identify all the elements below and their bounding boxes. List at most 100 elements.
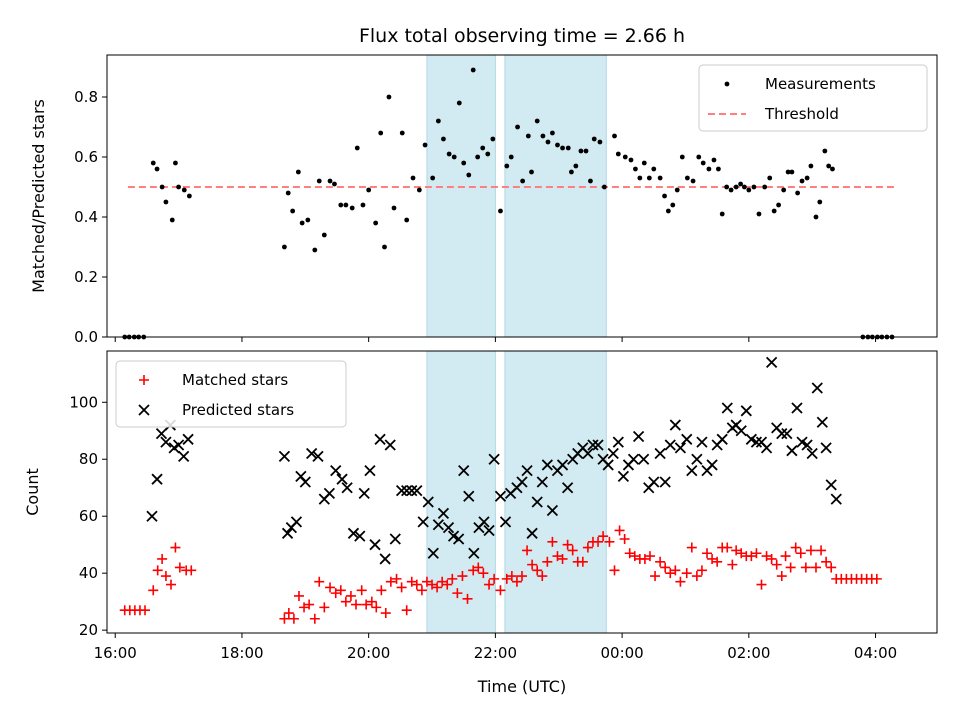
- matched-point: [462, 593, 473, 604]
- measurement-point: [154, 166, 160, 172]
- measurement-point: [173, 160, 178, 166]
- matched-point: [821, 556, 832, 567]
- measurement-point: [738, 181, 743, 187]
- predicted-point: [716, 433, 728, 445]
- predicted-point: [347, 527, 360, 539]
- y-axis-label: Count: [23, 468, 42, 516]
- matched-point: [174, 562, 185, 573]
- matched-point: [396, 582, 407, 593]
- matched-point: [722, 542, 733, 553]
- matched-point: [557, 553, 568, 564]
- measurement-point: [186, 193, 192, 199]
- predicted-point: [358, 487, 370, 500]
- matched-point: [604, 536, 615, 547]
- measurement-point: [684, 175, 690, 181]
- predicted-point: [587, 439, 599, 451]
- matched-point: [871, 573, 882, 584]
- measurement-point: [741, 184, 747, 190]
- shaded-intervals: [426, 54, 607, 338]
- measurement-point: [430, 175, 436, 181]
- matched-point: [655, 556, 666, 567]
- predicted-point: [654, 447, 666, 460]
- matched-point: [707, 553, 718, 564]
- measurement-point: [349, 205, 355, 211]
- measurement-point: [529, 169, 534, 175]
- count-panel: 16:00 18:00 20:00 22:00 00:00 02:00 04:00 20 40…: [23, 350, 938, 662]
- measurement-point: [332, 181, 337, 187]
- predicted-point: [364, 464, 376, 477]
- predicted-point: [155, 427, 168, 440]
- matched-point: [609, 565, 620, 576]
- predicted-point: [735, 425, 747, 437]
- measurement-point: [767, 175, 773, 181]
- measurement-point: [446, 151, 452, 157]
- predicted-point: [395, 484, 408, 497]
- matched-point: [522, 545, 533, 556]
- matched-point: [170, 542, 181, 553]
- matched-point: [501, 573, 512, 584]
- measurement-point: [504, 163, 510, 169]
- predicted-point: [526, 527, 538, 539]
- measurement-point: [435, 118, 441, 124]
- matched-point: [314, 576, 325, 587]
- matched-point: [165, 579, 176, 590]
- predicted-point: [341, 482, 353, 494]
- measurement-point: [150, 160, 156, 166]
- y-ticks: 20 40 60 80 100: [69, 393, 107, 639]
- predicted-point: [442, 521, 455, 534]
- matched-point: [552, 551, 563, 562]
- measurement-point: [601, 184, 607, 190]
- predicted-point: [811, 382, 823, 394]
- matched-point: [629, 551, 640, 562]
- matched-point: [335, 585, 346, 596]
- predicted-point: [521, 464, 533, 477]
- predicted-point: [536, 476, 548, 488]
- matched-point: [562, 539, 573, 550]
- matched-point: [351, 599, 361, 610]
- matched-point: [140, 605, 151, 616]
- predicted-point: [632, 430, 645, 443]
- measurement-point: [399, 130, 405, 136]
- measurement-point: [808, 163, 814, 169]
- predicted-point: [627, 453, 640, 465]
- measurement-point: [480, 145, 486, 151]
- predicted-point: [172, 439, 185, 451]
- measurement-point: [382, 244, 387, 250]
- measurement-point: [751, 184, 757, 190]
- matched-point: [766, 553, 777, 564]
- matched-point: [484, 579, 495, 590]
- measurement-point: [485, 151, 491, 157]
- measurement-point: [490, 136, 496, 142]
- measurement-point: [597, 139, 603, 145]
- matched-point: [468, 565, 479, 576]
- data-points: [119, 356, 882, 624]
- predicted-point: [674, 442, 687, 454]
- legend-marker-x: [138, 404, 150, 416]
- matched-point: [696, 565, 707, 576]
- predicted-point: [760, 442, 773, 454]
- shaded-intervals: [426, 350, 607, 634]
- measurement-point: [378, 130, 384, 136]
- predicted-point: [299, 476, 311, 488]
- matched-point: [416, 585, 427, 596]
- predicted-point: [791, 402, 803, 414]
- predicted-point: [389, 533, 401, 545]
- measurement-point: [410, 175, 416, 181]
- measurement-point: [422, 142, 428, 148]
- measurement-point: [573, 163, 579, 169]
- measurement-point: [466, 172, 472, 178]
- measurement-point: [404, 217, 410, 223]
- matched-point: [293, 590, 304, 601]
- x-ticks: [114, 337, 877, 342]
- matched-point: [361, 599, 372, 610]
- measurement-point: [475, 154, 481, 160]
- measurement-point: [646, 175, 652, 181]
- measurement-point: [451, 154, 457, 160]
- matched-point: [712, 556, 723, 567]
- measurement-point: [540, 133, 546, 139]
- matched-point: [160, 571, 171, 582]
- matched-point: [780, 551, 791, 562]
- legend-label: Threshold: [764, 105, 839, 123]
- matched-point: [385, 576, 396, 587]
